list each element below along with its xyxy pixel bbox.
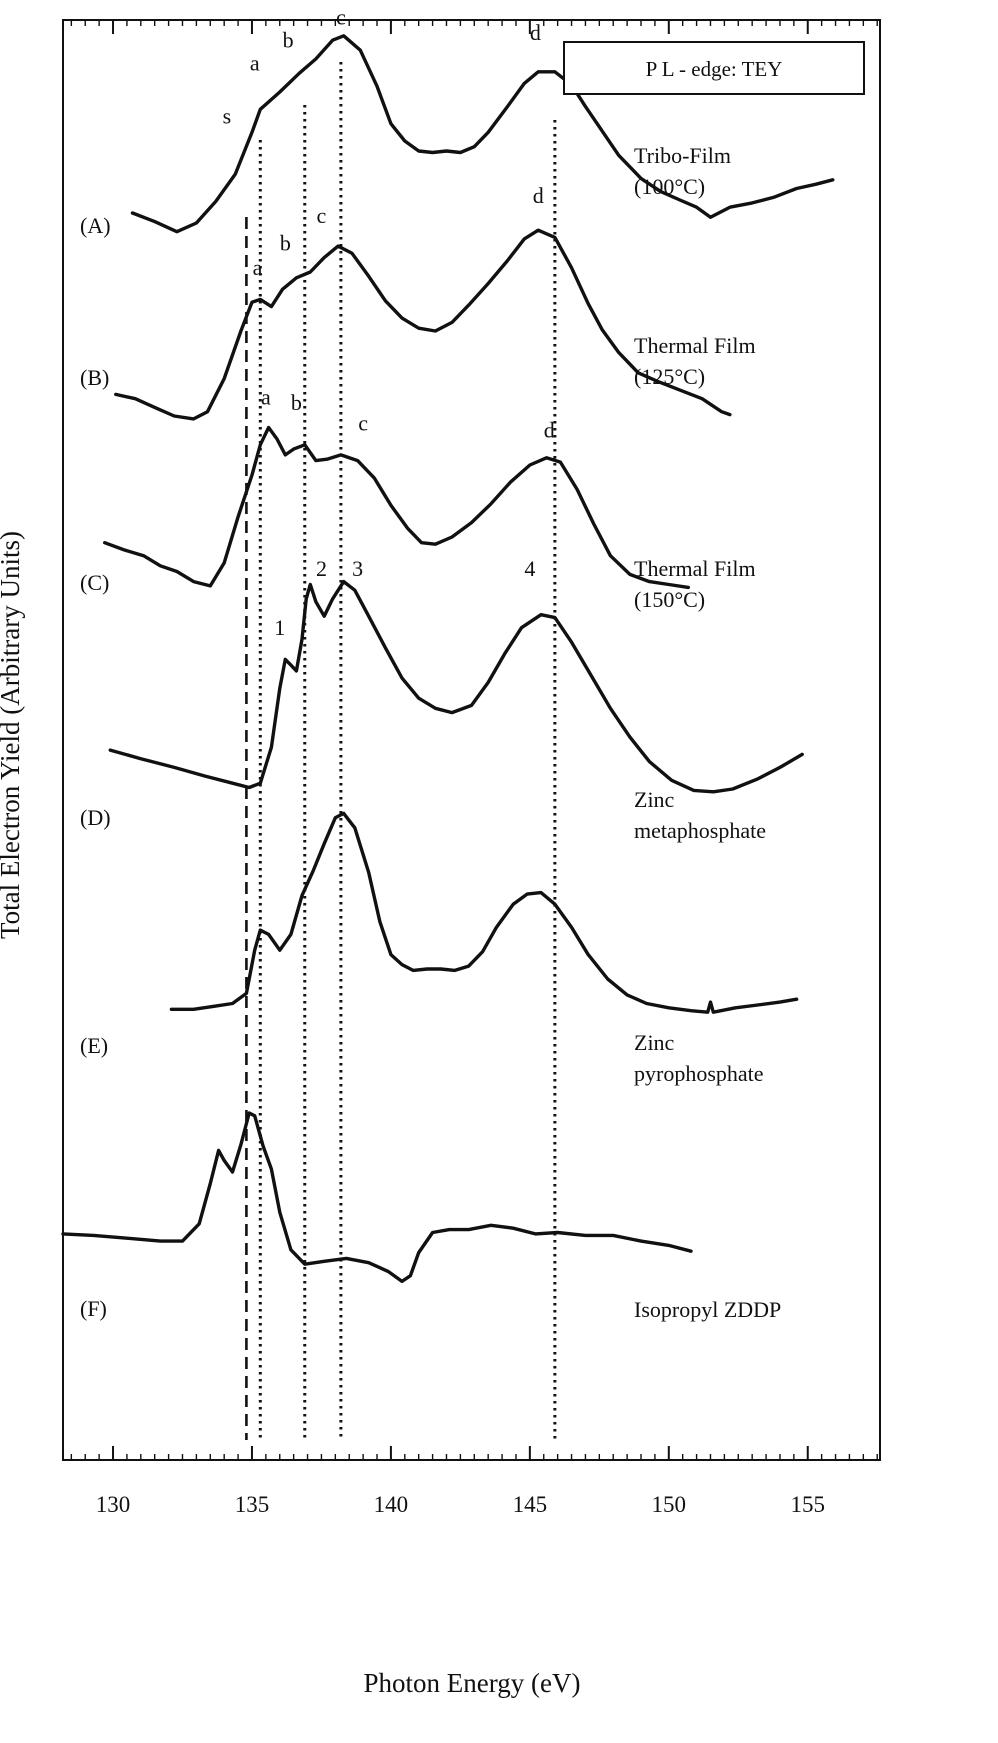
panel-label-1: (A) xyxy=(80,213,111,238)
series-line-6 xyxy=(61,1111,693,1284)
panel-label-5: (E) xyxy=(80,1033,108,1058)
x-tick-label-135: 135 xyxy=(235,1492,270,1517)
peak-label-2-c: c xyxy=(317,203,327,228)
panel-label-3: (C) xyxy=(80,570,109,595)
series-line-1 xyxy=(130,34,835,234)
panel-label-4: (D) xyxy=(80,805,111,830)
legend-box: P L - edge: TEY xyxy=(563,41,865,95)
peak-label-1-a: a xyxy=(250,50,260,75)
series-name-3-line-2: (150°C) xyxy=(634,587,705,612)
peak-label-3-a: a xyxy=(261,384,271,409)
series-name-3-line-1: Thermal Film xyxy=(634,556,756,581)
series-name-2-line-2: (125°C) xyxy=(634,364,705,389)
peak-label-4-3: 3 xyxy=(352,556,363,581)
reference-lines xyxy=(245,62,557,1440)
series-name-5-line-2: pyrophosphate xyxy=(634,1061,764,1086)
series-name-1-line-2: (100°C) xyxy=(634,174,705,199)
peak-label-1-d: d xyxy=(530,20,541,45)
peak-label-2-d: d xyxy=(533,183,544,208)
series-name-1-line-1: Tribo-Film xyxy=(634,143,731,168)
series-layer xyxy=(61,34,835,1284)
peak-label-2-b: b xyxy=(280,230,291,255)
y-axis-label: Total Electron Yield (Arbitrary Units) xyxy=(0,531,25,939)
panel-label-6: (F) xyxy=(80,1296,107,1321)
axes xyxy=(62,19,881,1461)
panel-label-2: (B) xyxy=(80,365,109,390)
peak-label-3-d: d xyxy=(544,418,555,443)
peak-label-4-4: 4 xyxy=(524,556,535,581)
peak-label-3-b: b xyxy=(291,390,302,415)
x-tick-label-140: 140 xyxy=(374,1492,409,1517)
series-line-2 xyxy=(114,228,732,421)
peak-label-4-1: 1 xyxy=(274,615,285,640)
x-tick-label-150: 150 xyxy=(652,1492,687,1517)
peak-label-4-2: 2 xyxy=(316,556,327,581)
x-tick-label-145: 145 xyxy=(513,1492,548,1517)
peak-label-1-s: s xyxy=(223,104,232,129)
series-line-4 xyxy=(108,579,804,794)
series-name-6-line-1: Isopropyl ZDDP xyxy=(634,1297,781,1322)
plot-frame xyxy=(62,19,881,1461)
series-name-4-line-1: Zinc xyxy=(634,787,675,812)
x-tick-label-155: 155 xyxy=(790,1492,825,1517)
series-name-5-line-1: Zinc xyxy=(634,1030,675,1055)
series-name-4-line-2: metaphosphate xyxy=(634,818,766,843)
peak-label-1-c: c xyxy=(336,4,346,29)
x-axis-ticks: 130 135 140 145 150 155 xyxy=(70,20,878,1517)
peak-label-2-a: a xyxy=(253,255,263,280)
series-line-5 xyxy=(169,811,799,1014)
x-tick-label-130: 130 xyxy=(96,1492,131,1517)
peak-label-1-b: b xyxy=(283,27,294,52)
series-line-3 xyxy=(103,425,690,590)
legend-frame xyxy=(563,41,865,95)
series-name-2-line-1: Thermal Film xyxy=(634,333,756,358)
legend-title: P L - edge: TEY xyxy=(646,57,783,81)
x-axis-label: Photon Energy (eV) xyxy=(364,1668,581,1698)
peak-label-3-c: c xyxy=(358,410,368,435)
